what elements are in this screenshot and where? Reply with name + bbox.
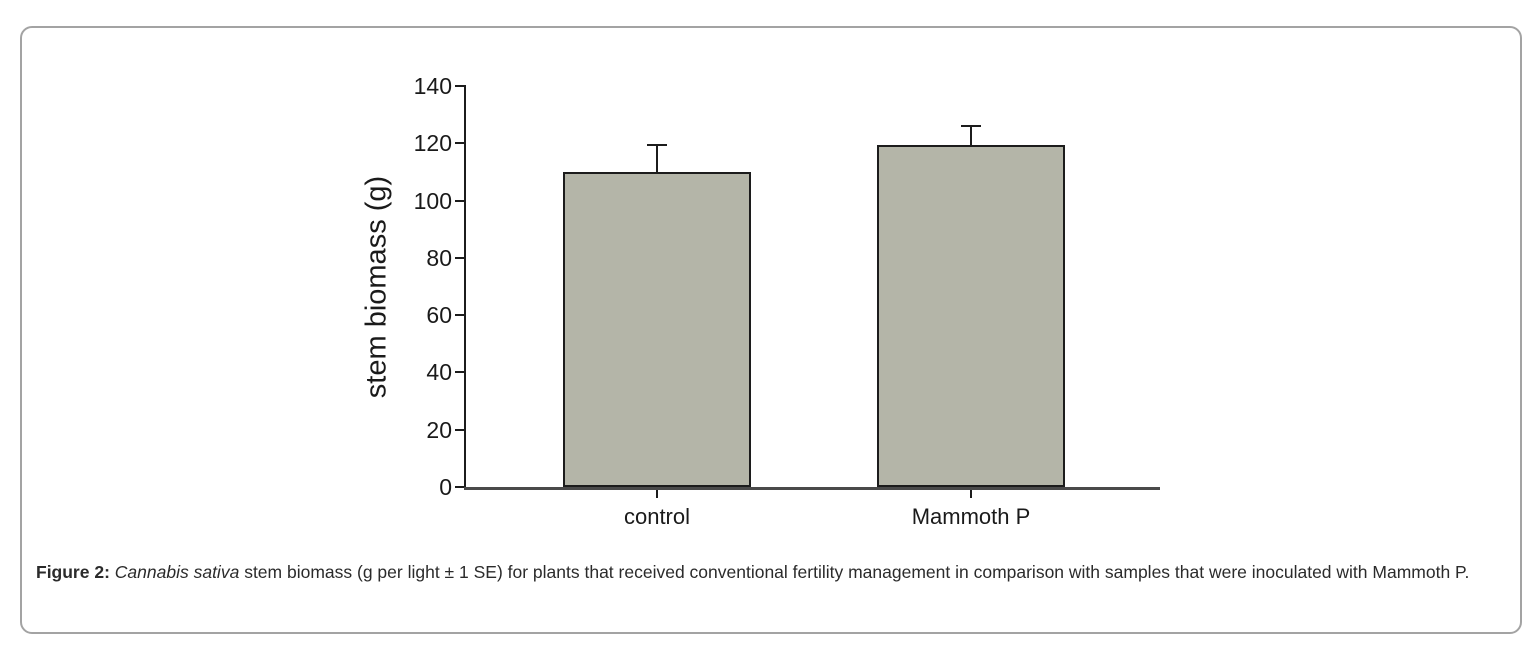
y-tick-mark: [455, 85, 464, 87]
y-tick-label: 120: [413, 130, 452, 157]
y-tick-mark: [455, 256, 464, 259]
y-tick-label: 20: [426, 416, 452, 443]
figure-caption-label: Figure 2:: [36, 562, 110, 582]
x-tick-mark: [970, 490, 972, 498]
y-tick-label: 140: [413, 73, 452, 99]
y-tick-mark: [455, 314, 464, 317]
bar-mammoth-p: [877, 144, 1065, 487]
bar-control: [563, 171, 751, 487]
x-axis-line: [464, 487, 1160, 490]
y-tick-label: 40: [426, 359, 452, 386]
y-tick-mark: [455, 371, 464, 374]
x-tick-label: Mammoth P: [911, 504, 1031, 529]
x-tick-mark: [656, 490, 658, 498]
y-tick-mark: [455, 486, 464, 488]
y-tick-label: 100: [413, 187, 452, 214]
error-bar-cap: [961, 125, 981, 128]
y-axis-line: [464, 85, 466, 490]
y-tick-label: 80: [426, 244, 452, 271]
x-tick-label: control: [623, 504, 691, 529]
figure-caption-text: stem biomass (g per light ± 1 SE) for pl…: [244, 562, 1470, 582]
y-tick-label: 60: [426, 302, 452, 329]
y-tick-mark: [455, 199, 464, 202]
error-bar-stem: [656, 144, 658, 172]
y-tick-mark: [455, 428, 464, 431]
y-tick-label: 0: [439, 474, 452, 500]
y-axis-title: stem biomass (g): [360, 175, 393, 399]
figure-caption-species: Cannabis sativa: [114, 562, 240, 582]
error-bar-stem: [970, 126, 972, 145]
error-bar-cap: [647, 143, 667, 146]
y-tick-mark: [455, 142, 464, 145]
figure-caption: Figure 2: Cannabis sativa stem biomass (…: [36, 560, 1476, 585]
figure-frame: [20, 26, 1522, 634]
